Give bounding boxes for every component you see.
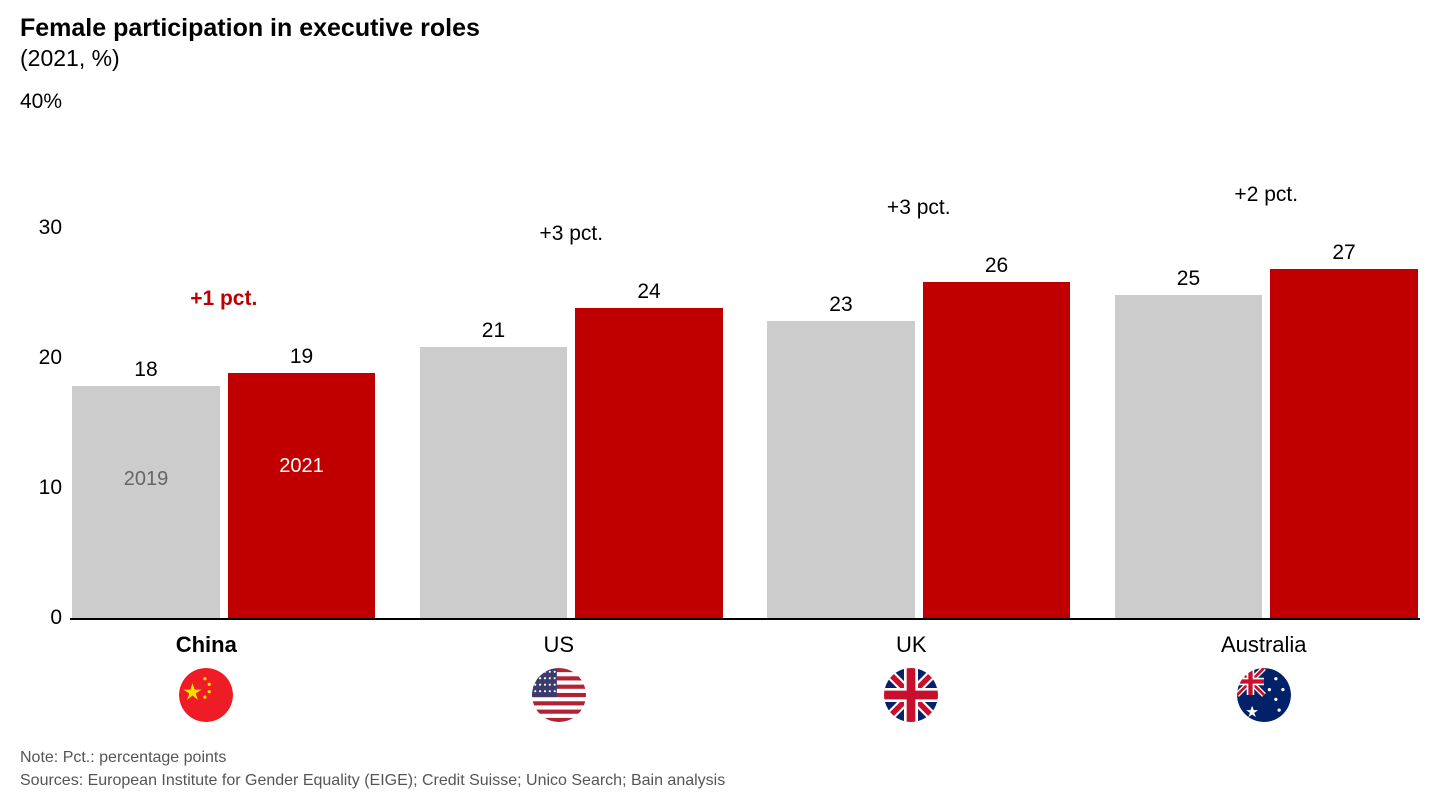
- x-axis-baseline: [70, 618, 1420, 620]
- x-category-label: US: [403, 632, 716, 658]
- bar-group: 182019192021+1 pct.: [70, 100, 378, 620]
- us-flag-icon: [532, 668, 586, 722]
- chart-footer: Note: Pct.: percentage points Sources: E…: [20, 747, 725, 792]
- diff-label: +3 pct.: [539, 222, 603, 246]
- plot-area: 40% 0102030 182019192021+1 pct.2124+3 pc…: [70, 100, 1420, 620]
- bar-group: 2326+3 pct.: [765, 100, 1073, 620]
- china-flag-icon: [179, 668, 233, 722]
- bar-group: 2124+3 pct.: [418, 100, 726, 620]
- x-category: UK: [755, 632, 1068, 722]
- australia-flag-icon: [1237, 668, 1291, 722]
- x-category-label: Australia: [1108, 632, 1421, 658]
- diff-bracket: [70, 295, 378, 620]
- y-tick-label: 10: [39, 476, 62, 500]
- x-axis-labels: China US UK Australia: [50, 632, 1420, 722]
- x-category: US: [403, 632, 716, 722]
- chart-container: Female participation in executive roles …: [0, 0, 1440, 810]
- x-category: Australia: [1108, 632, 1421, 722]
- chart-title: Female participation in executive roles: [20, 14, 1420, 43]
- sources-text: Sources: European Institute for Gender E…: [20, 770, 725, 792]
- y-tick-label: 0: [50, 606, 62, 630]
- diff-bracket: [1113, 191, 1421, 620]
- x-category-label: China: [50, 632, 363, 658]
- bar-group: 2527+2 pct.: [1113, 100, 1421, 620]
- diff-bracket: [765, 204, 1073, 620]
- diff-bracket: [418, 230, 726, 620]
- y-axis: 0102030: [20, 100, 70, 620]
- x-category: China: [50, 632, 363, 722]
- x-category-label: UK: [755, 632, 1068, 658]
- chart-subtitle: (2021, %): [20, 45, 1420, 72]
- note-text: Note: Pct.: percentage points: [20, 747, 725, 769]
- y-tick-label: 20: [39, 346, 62, 370]
- uk-flag-icon: [884, 668, 938, 722]
- diff-label: +1 pct.: [190, 287, 257, 311]
- bar-groups: 182019192021+1 pct.2124+3 pct.2326+3 pct…: [70, 100, 1420, 620]
- diff-label: +3 pct.: [887, 196, 951, 220]
- y-tick-label: 30: [39, 216, 62, 240]
- diff-label: +2 pct.: [1234, 183, 1298, 207]
